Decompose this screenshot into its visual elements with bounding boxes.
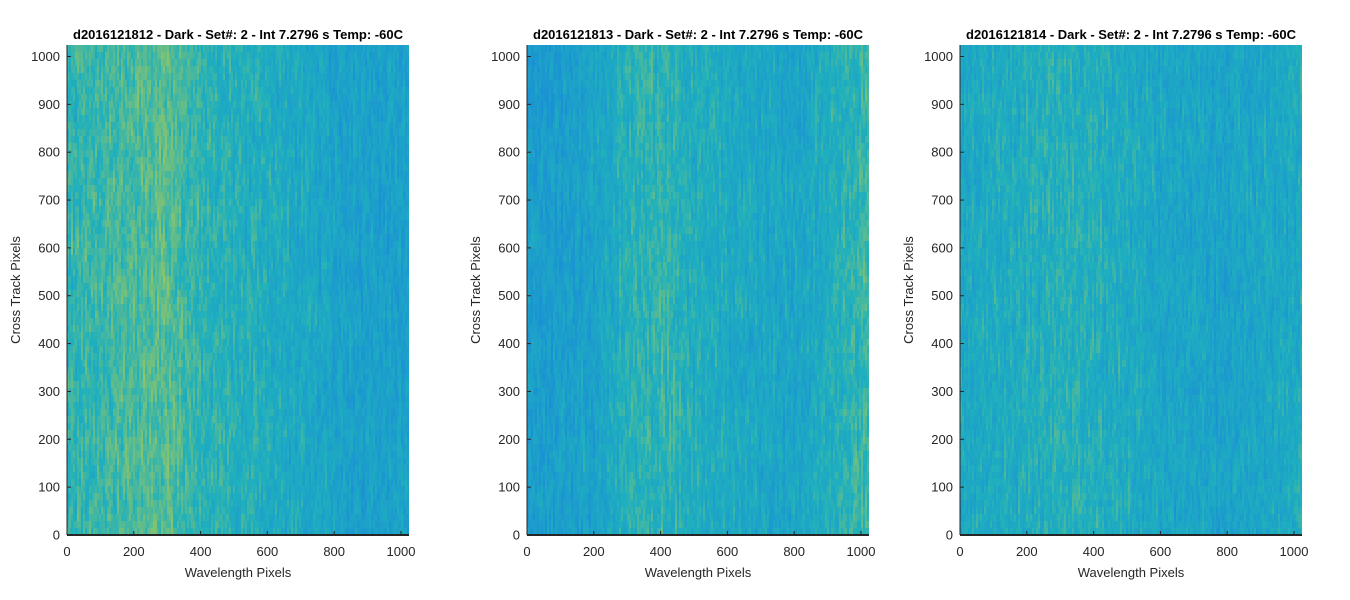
x-tick-label: 1000 bbox=[387, 544, 416, 559]
y-tick-label: 300 bbox=[498, 384, 520, 399]
y-tick-label: 0 bbox=[946, 528, 953, 543]
y-tick-label: 500 bbox=[498, 288, 520, 303]
y-tick-label: 200 bbox=[38, 432, 60, 447]
heatmap-image bbox=[960, 45, 1302, 535]
y-tick-label: 700 bbox=[931, 193, 953, 208]
y-tick-label: 300 bbox=[931, 384, 953, 399]
y-tick-label: 600 bbox=[38, 240, 60, 255]
y-tick-label: 800 bbox=[931, 145, 953, 160]
x-tick-label: 200 bbox=[1016, 544, 1038, 559]
y-tick-label: 1000 bbox=[924, 49, 953, 64]
x-tick-label: 600 bbox=[717, 544, 739, 559]
x-tick-label: 400 bbox=[190, 544, 212, 559]
y-tick-label: 200 bbox=[931, 432, 953, 447]
x-axis-label: Wavelength Pixels bbox=[1078, 565, 1185, 580]
y-tick-label: 900 bbox=[931, 97, 953, 112]
y-tick-label: 400 bbox=[38, 336, 60, 351]
y-tick-label: 400 bbox=[498, 336, 520, 351]
x-tick-label: 400 bbox=[1083, 544, 1105, 559]
y-tick-label: 100 bbox=[498, 480, 520, 495]
y-tick-label: 500 bbox=[931, 288, 953, 303]
y-tick-label: 0 bbox=[53, 528, 60, 543]
y-tick-label: 100 bbox=[38, 480, 60, 495]
x-tick-label: 1000 bbox=[1280, 544, 1309, 559]
y-tick-label: 900 bbox=[38, 97, 60, 112]
x-tick-label: 200 bbox=[123, 544, 145, 559]
y-axis-label: Cross Track Pixels bbox=[8, 236, 23, 344]
heatmap-image bbox=[527, 45, 869, 535]
y-tick-label: 700 bbox=[38, 193, 60, 208]
chart-title: d2016121813 - Dark - Set#: 2 - Int 7.279… bbox=[533, 27, 864, 42]
chart-title: d2016121812 - Dark - Set#: 2 - Int 7.279… bbox=[73, 27, 404, 42]
y-tick-label: 600 bbox=[931, 240, 953, 255]
x-axis-label: Wavelength Pixels bbox=[645, 565, 752, 580]
y-tick-label: 800 bbox=[498, 145, 520, 160]
x-tick-label: 600 bbox=[257, 544, 279, 559]
x-tick-label: 0 bbox=[523, 544, 530, 559]
x-axis-label: Wavelength Pixels bbox=[185, 565, 292, 580]
y-tick-label: 600 bbox=[498, 240, 520, 255]
y-tick-label: 800 bbox=[38, 145, 60, 160]
y-tick-label: 400 bbox=[931, 336, 953, 351]
y-axis-label: Cross Track Pixels bbox=[468, 236, 483, 344]
heatmap-image bbox=[67, 45, 409, 535]
y-axis-label: Cross Track Pixels bbox=[901, 236, 916, 344]
heatmap-panel-2: 0 200 400 600 800 1000 0 100 200 300 400 500 600 700 8… bbox=[468, 27, 875, 580]
heatmap-panel-3: 0 200 400 600 800 1000 0 100 200 300 400 500 600 700 8… bbox=[901, 27, 1308, 580]
y-tick-label: 100 bbox=[931, 480, 953, 495]
y-tick-label: 900 bbox=[498, 97, 520, 112]
x-tick-label: 800 bbox=[783, 544, 805, 559]
y-tick-label: 1000 bbox=[491, 49, 520, 64]
y-tick-label: 0 bbox=[513, 528, 520, 543]
x-tick-label: 600 bbox=[1150, 544, 1172, 559]
x-tick-label: 200 bbox=[583, 544, 605, 559]
x-tick-label: 0 bbox=[956, 544, 963, 559]
x-tick-label: 1000 bbox=[847, 544, 876, 559]
y-tick-label: 300 bbox=[38, 384, 60, 399]
y-tick-label: 1000 bbox=[31, 49, 60, 64]
y-tick-label: 700 bbox=[498, 193, 520, 208]
heatmap-panel-1: 0 200 400 600 800 1000 0 100 200 300 400 500 600 700 8… bbox=[8, 27, 415, 580]
y-tick-label: 200 bbox=[498, 432, 520, 447]
x-tick-label: 0 bbox=[63, 544, 70, 559]
x-tick-label: 800 bbox=[1216, 544, 1238, 559]
chart-title: d2016121814 - Dark - Set#: 2 - Int 7.279… bbox=[966, 27, 1297, 42]
x-tick-label: 400 bbox=[650, 544, 672, 559]
x-tick-label: 800 bbox=[323, 544, 345, 559]
y-tick-label: 500 bbox=[38, 288, 60, 303]
